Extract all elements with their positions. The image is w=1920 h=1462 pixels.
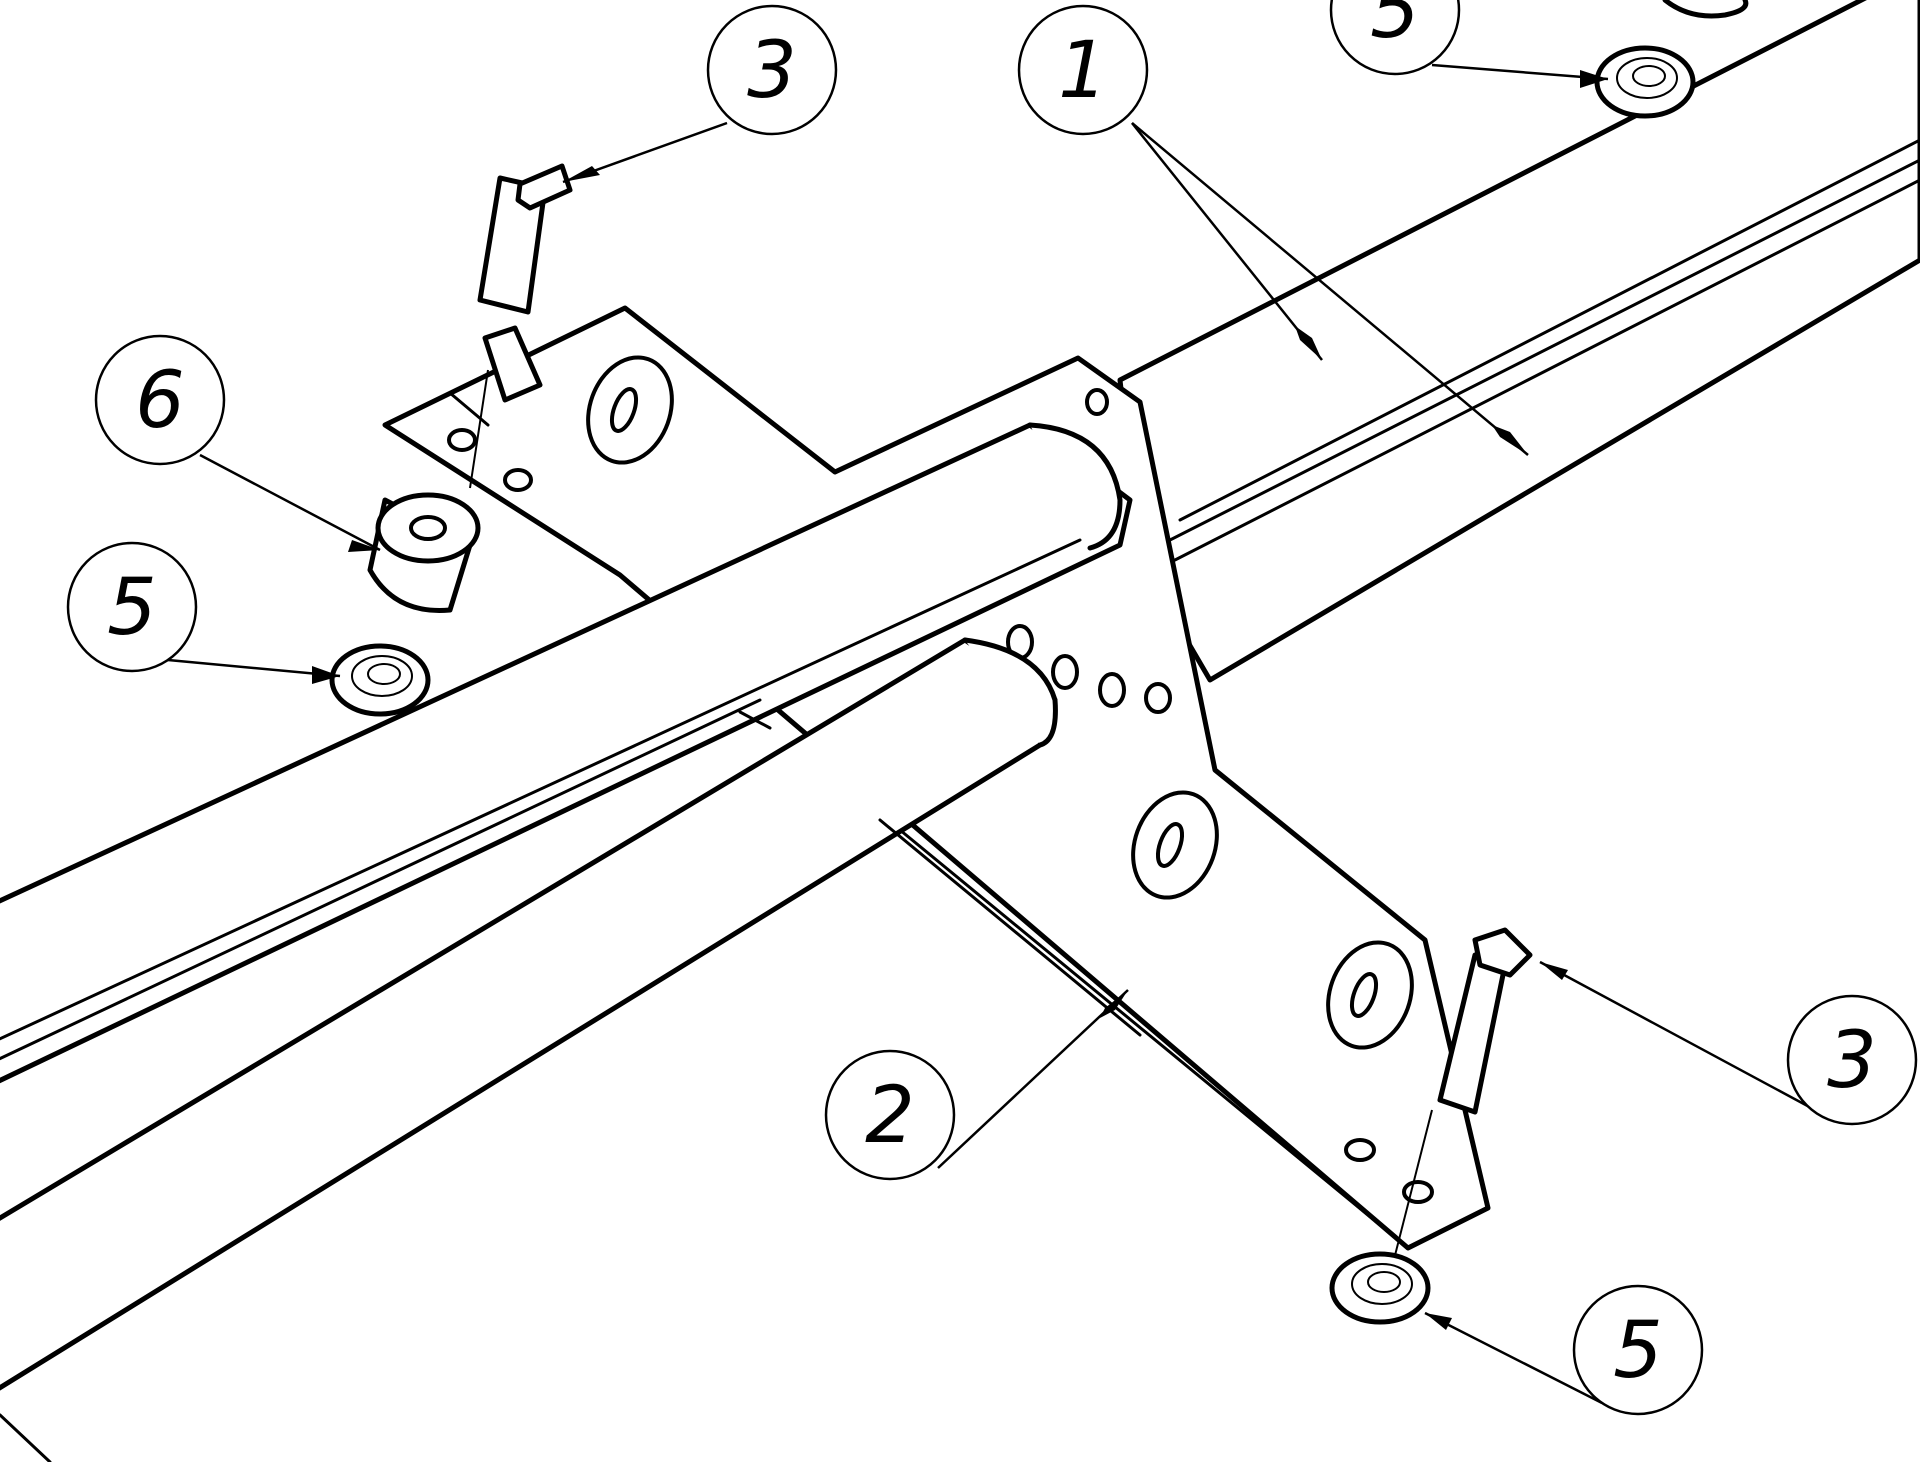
front-beam — [0, 422, 1142, 1462]
callout-2: 2 — [824, 1049, 956, 1181]
callout-6: 6 — [94, 334, 226, 466]
washer-left — [329, 643, 431, 717]
callout-5-bottom-label: 5 — [1613, 1306, 1663, 1396]
callout-1: 1 — [1017, 4, 1149, 136]
washer-bottom — [1329, 1251, 1431, 1325]
callout-5-top: 5 — [1329, 0, 1461, 76]
callout-3-top-label: 3 — [747, 26, 797, 116]
callout-5-left: 5 — [66, 541, 198, 673]
callout-3-right-label: 3 — [1827, 1016, 1877, 1106]
bolt-top — [469, 163, 573, 489]
callout-3-top: 3 — [706, 4, 838, 136]
leader-lines — [167, 63, 1816, 1405]
callout-3-right: 3 — [1786, 994, 1918, 1126]
callout-6-label: 6 — [135, 356, 185, 446]
bolt-right — [1389, 927, 1533, 1276]
callout-5-top-label: 5 — [1370, 0, 1420, 56]
callout-5-bottom: 5 — [1572, 1284, 1704, 1416]
callout-2-label: 2 — [865, 1071, 915, 1161]
spacer — [367, 492, 481, 613]
rear-beam — [1117, 0, 1920, 683]
callout-5-left-label: 5 — [107, 563, 157, 653]
callout-1-label: 1 — [1058, 26, 1108, 116]
